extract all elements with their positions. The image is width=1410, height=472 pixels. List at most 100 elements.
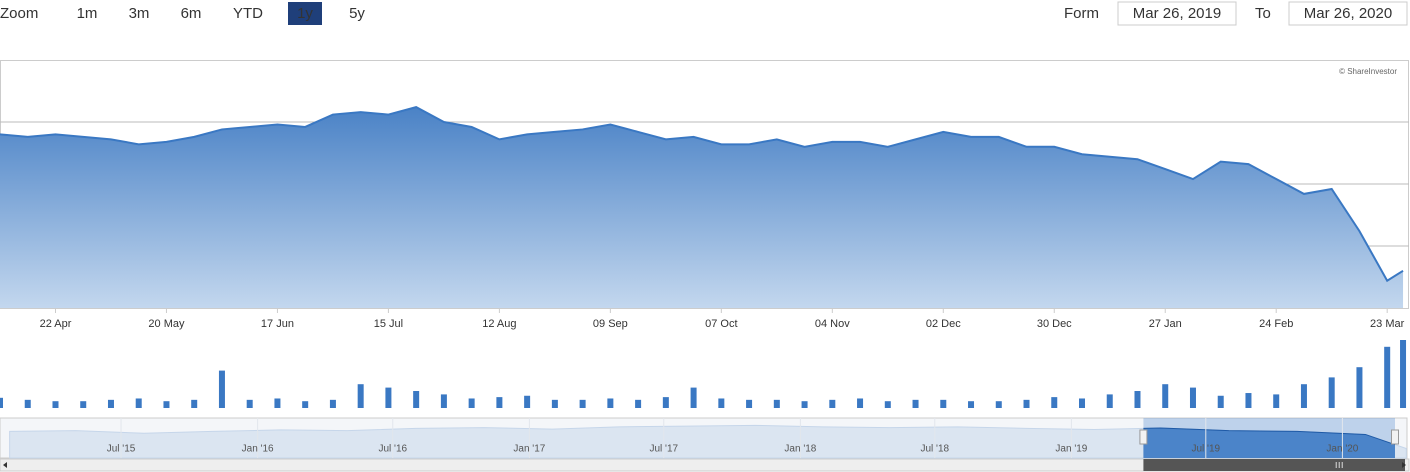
volume-bar	[1106, 394, 1113, 408]
x-tick-label: 12 Aug	[482, 318, 516, 330]
navigator-tick-label: Jan '19	[1055, 444, 1087, 455]
volume-bar	[551, 399, 558, 408]
volume-bar	[468, 398, 475, 408]
navigator-tick-label: Jan '16	[242, 444, 274, 455]
volume-bar	[385, 387, 392, 408]
volume-bar	[635, 399, 642, 408]
volume-bar	[912, 399, 919, 408]
scrollbar-track	[0, 458, 1410, 472]
volume-bar	[1400, 340, 1407, 408]
zoom-button[interactable]: 1y	[297, 5, 313, 22]
to-value[interactable]: Mar 26, 2020	[1304, 5, 1392, 22]
volume-bar	[968, 401, 975, 408]
volume-bar	[1189, 387, 1196, 408]
to-input[interactable]	[1288, 1, 1408, 26]
volume-bar	[524, 395, 531, 408]
volume-bar	[801, 401, 808, 408]
scrollbar-right-arrow[interactable]	[1402, 462, 1406, 468]
x-tick-label: 22 Apr	[40, 318, 72, 330]
x-tick-label: 30 Dec	[1037, 318, 1072, 330]
volume-bar	[329, 399, 336, 408]
from-value[interactable]: Mar 26, 2019	[1133, 5, 1221, 22]
volume-bar	[1245, 393, 1252, 408]
volume-bar	[718, 398, 725, 408]
x-tick-label: 07 Oct	[705, 318, 737, 330]
volume-bar	[163, 401, 170, 408]
volume-bar	[413, 391, 420, 408]
volume-bar	[1217, 395, 1224, 408]
volume-bar	[135, 398, 142, 408]
zoom-button[interactable]: 5y	[349, 5, 365, 22]
volume-bar	[1079, 398, 1086, 408]
volume-bar	[1300, 384, 1307, 408]
x-tick-label: 15 Jul	[374, 318, 403, 330]
x-tick-label: 09 Sep	[593, 318, 628, 330]
from-input[interactable]	[1117, 1, 1237, 26]
scrollbar-left-arrow[interactable]	[3, 462, 7, 468]
navigator-tick-label: Jul '19	[1191, 444, 1220, 455]
navigator-tick-label: Jan '20	[1326, 444, 1358, 455]
volume-bar	[579, 399, 586, 408]
zoom-button[interactable]: 3m	[129, 5, 150, 22]
x-tick-label: 17 Jun	[261, 318, 294, 330]
zoom-button[interactable]: YTD	[233, 5, 263, 22]
from-label: Form	[1064, 5, 1099, 22]
zoom-button[interactable]: 6m	[181, 5, 202, 22]
price-area	[0, 107, 1404, 309]
volume-bar	[107, 399, 114, 408]
volume-bar	[246, 399, 253, 408]
volume-bar	[1051, 397, 1058, 408]
volume-bar	[191, 399, 198, 408]
x-tick-label: 24 Feb	[1259, 318, 1293, 330]
navigator-tick-label: Jul '16	[378, 444, 407, 455]
price-line	[0, 106, 1404, 283]
volume-bar	[773, 399, 780, 408]
zoom-button-bg[interactable]	[288, 2, 322, 25]
volume-bar	[995, 401, 1002, 408]
volume-bar	[357, 384, 364, 408]
volume-bar	[440, 394, 447, 408]
volume-bar	[1384, 346, 1391, 408]
volume-bar	[1134, 391, 1141, 408]
volume-bar	[884, 401, 891, 408]
volume-bar	[218, 370, 225, 408]
volume-bar	[1273, 394, 1280, 408]
zoom-button[interactable]: 1m	[77, 5, 98, 22]
volume-bar	[857, 398, 864, 408]
volume-bar	[1162, 384, 1169, 408]
scrollbar-thumb[interactable]	[1143, 459, 1405, 471]
volume-bar	[1328, 377, 1335, 408]
volume-bar	[829, 399, 836, 408]
x-tick-label: 27 Jan	[1149, 318, 1182, 330]
zoom-label: Zoom	[0, 5, 38, 22]
credit: © ShareInvestor	[1339, 67, 1397, 76]
volume-bar	[0, 397, 3, 408]
x-tick-label: 04 Nov	[815, 318, 850, 330]
volume-bar	[940, 399, 947, 408]
volume-bar	[274, 398, 281, 408]
x-tick-label: 20 May	[148, 318, 185, 330]
navigator-tick-label: Jan '18	[784, 444, 816, 455]
volume-bar	[52, 401, 59, 408]
volume-bar	[607, 398, 614, 408]
navigator-tick-label: Jul '15	[107, 444, 136, 455]
volume-bar	[80, 401, 87, 408]
volume-bar	[690, 387, 697, 408]
navigator-tick-label: Jan '17	[513, 444, 545, 455]
navigator-area-selected	[1143, 427, 1396, 458]
x-tick-label: 23 Mar	[1370, 318, 1405, 330]
navigator-tick-label: Jul '17	[649, 444, 678, 455]
navigator-tick-label: Jul '18	[920, 444, 949, 455]
volume-bar	[496, 397, 503, 408]
navigator-handle[interactable]	[1139, 429, 1148, 445]
x-tick-label: 02 Dec	[926, 318, 961, 330]
volume-bar	[1356, 367, 1363, 408]
volume-bar	[302, 401, 309, 408]
volume-bar	[1023, 399, 1030, 408]
navigator-handle[interactable]	[1391, 429, 1399, 445]
volume-bar	[24, 399, 31, 408]
to-label: To	[1255, 5, 1271, 22]
volume-bar	[746, 399, 753, 408]
navigator-line-selected	[1143, 427, 1396, 446]
